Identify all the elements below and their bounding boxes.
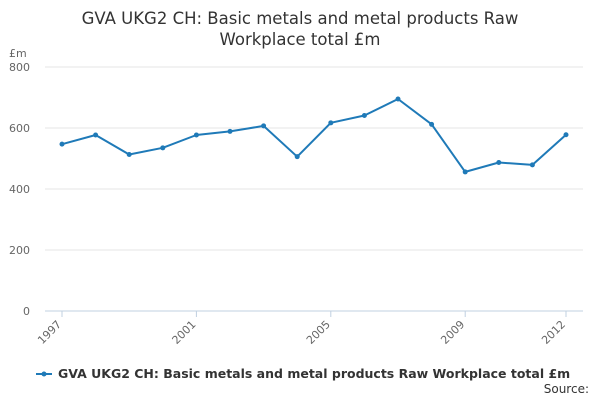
y-tick-label-200: 200 [9, 244, 30, 257]
data-point-2009[interactable] [462, 169, 468, 175]
series-line-0 [61, 98, 567, 173]
series-layer [59, 96, 569, 175]
data-point-2002[interactable] [227, 128, 233, 134]
y-tick-label-800: 800 [9, 61, 30, 74]
data-point-1998[interactable] [93, 132, 99, 138]
data-point-1997[interactable] [59, 141, 65, 147]
data-point-2010[interactable] [496, 159, 502, 165]
data-point-1999[interactable] [126, 152, 132, 158]
data-point-2006[interactable] [361, 112, 367, 118]
data-point-2001[interactable] [193, 132, 199, 138]
data-point-2004[interactable] [294, 154, 300, 160]
grid-lines [45, 66, 583, 251]
legend[interactable]: GVA UKG2 CH: Basic metals and metal prod… [36, 366, 570, 381]
x-axis-ticks: 1997 2001 2005 2009 2012 [35, 311, 568, 347]
data-point-2012[interactable] [563, 132, 569, 138]
legend-point-marker [41, 371, 47, 377]
chart-title-line-2: Workplace total £m [220, 30, 381, 49]
y-tick-label-0: 0 [23, 305, 30, 318]
data-point-2003[interactable] [261, 123, 267, 129]
x-tick-label-2009: 2009 [438, 318, 467, 347]
data-point-2005[interactable] [328, 120, 334, 126]
x-tick-label-2005: 2005 [304, 318, 333, 347]
y-tick-label-400: 400 [9, 183, 30, 196]
data-point-2000[interactable] [160, 145, 166, 151]
legend-label[interactable]: GVA UKG2 CH: Basic metals and metal prod… [58, 366, 570, 381]
y-axis-unit-label: £m [9, 47, 27, 60]
chart-title-line-1: GVA UKG2 CH: Basic metals and metal prod… [82, 9, 519, 28]
data-point-2008[interactable] [429, 121, 435, 127]
source-label[interactable]: Source: [544, 382, 589, 396]
x-tick-label-2012: 2012 [539, 318, 568, 347]
data-point-2011[interactable] [529, 162, 535, 168]
x-tick-label-2001: 2001 [170, 318, 199, 347]
y-axis-tick-labels: 0 200 400 600 800 [9, 61, 30, 318]
data-point-2007[interactable] [395, 96, 401, 102]
x-tick-label-1997: 1997 [35, 318, 64, 347]
y-tick-label-600: 600 [9, 122, 30, 135]
